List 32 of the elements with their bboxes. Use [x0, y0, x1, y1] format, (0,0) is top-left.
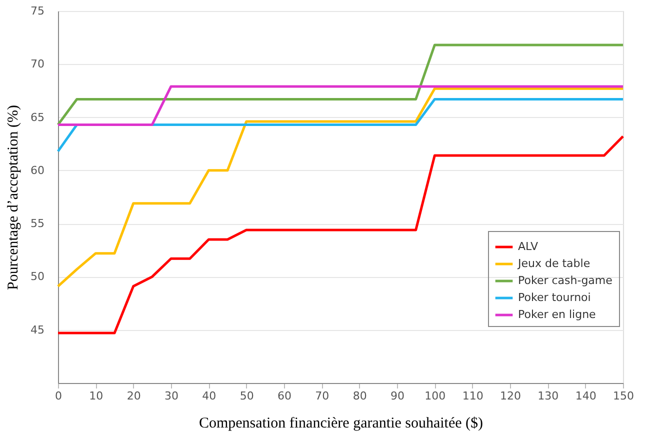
- x-tick-label: 120: [500, 390, 521, 402]
- x-axis-title: Compensation financière garantie souhaitée ($): [198, 416, 484, 432]
- line-series: [56, 87, 624, 288]
- x-tick-label: 110: [462, 390, 484, 402]
- y-tick-label: 75: [30, 4, 44, 18]
- x-tick-label: 70: [315, 390, 330, 402]
- y-tick-label: 60: [30, 164, 44, 177]
- x-tick-label: 140: [575, 390, 596, 402]
- y-axis-title: Pourcentage d’acceptation (%): [6, 105, 22, 290]
- y-tick-label: 65: [30, 110, 44, 124]
- x-tick-label: 90: [390, 390, 404, 402]
- x-tick-label: 80: [352, 390, 367, 402]
- legend-label: ALV: [518, 240, 538, 253]
- line-series: [56, 135, 624, 334]
- legend-label: Jeux de table: [517, 257, 590, 270]
- y-tick-label: 50: [30, 270, 44, 284]
- y-tick-label: 70: [30, 58, 44, 71]
- x-tick-label: 0: [55, 390, 62, 402]
- x-tick-label: 150: [613, 390, 634, 402]
- x-tick-label: 10: [89, 390, 104, 402]
- x-tick-label: 50: [240, 390, 254, 402]
- legend-label: Poker cash-game: [518, 274, 613, 287]
- x-tick-label: 40: [202, 390, 216, 402]
- x-tick-label: 30: [164, 390, 178, 402]
- x-tick-label: 130: [538, 390, 559, 402]
- x-tick-label: 100: [424, 390, 446, 402]
- y-tick-label: 55: [30, 217, 44, 230]
- legend-label: Poker tournoi: [518, 291, 591, 304]
- y-tick-label: 45: [30, 323, 44, 336]
- x-tick-label: 60: [278, 390, 292, 402]
- x-tick-label: 20: [126, 390, 141, 402]
- legend-label: Poker en ligne: [518, 308, 596, 321]
